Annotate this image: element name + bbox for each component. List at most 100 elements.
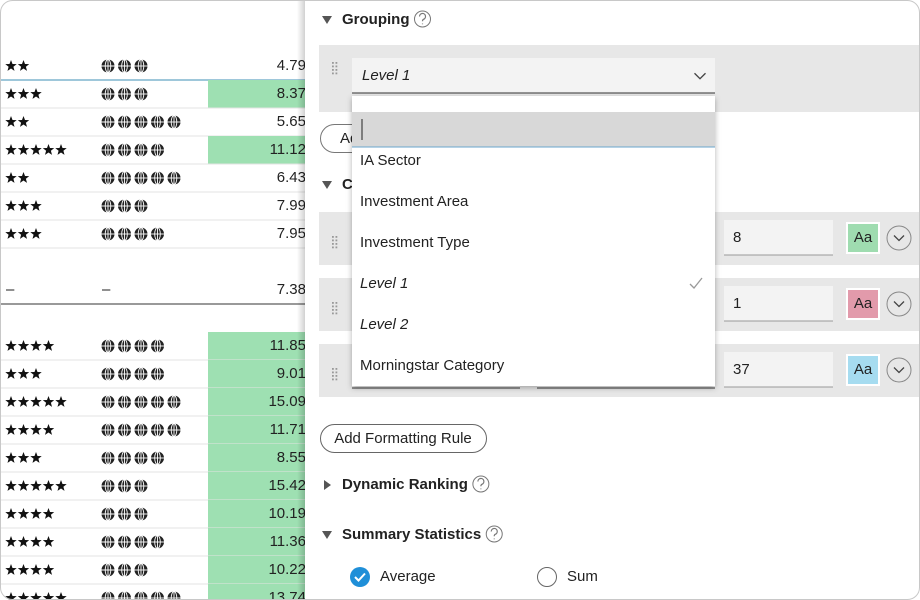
dropdown-option[interactable]: Morningstar Category — [360, 357, 505, 374]
section-heading[interactable]: Dynamic Ranking — [342, 476, 468, 493]
format-sample[interactable] — [846, 222, 880, 254]
star — [55, 592, 67, 600]
star — [5, 424, 17, 435]
globe-rating — [101, 171, 181, 185]
star-rating — [5, 480, 67, 491]
chevron — [694, 72, 706, 80]
handle-dot — [335, 309, 338, 311]
star — [17, 172, 30, 183]
globe-rating — [101, 591, 181, 600]
star-rating — [5, 144, 67, 155]
help-icon[interactable] — [472, 475, 490, 493]
star — [42, 592, 55, 600]
globe-rating — [101, 115, 181, 129]
handle-dot — [335, 371, 338, 374]
star — [30, 592, 42, 600]
star-rating — [5, 340, 55, 351]
star-rating — [5, 88, 42, 99]
highlight-cell — [208, 556, 308, 584]
star — [42, 480, 55, 491]
star — [30, 144, 42, 155]
star — [42, 340, 55, 351]
star — [17, 452, 30, 463]
handle-dot — [332, 378, 334, 381]
section-heading[interactable]: Summary Statistics — [342, 526, 481, 543]
handle-dot — [332, 368, 334, 370]
star — [17, 200, 30, 211]
rule-menu[interactable] — [886, 225, 912, 251]
disclosure-triangle — [322, 181, 332, 189]
handle-dot — [332, 72, 334, 75]
star — [55, 480, 67, 491]
disclosure-triangle — [322, 16, 332, 24]
dropdown-option[interactable]: Level 1 — [360, 275, 408, 292]
star — [5, 340, 17, 351]
chevron — [893, 235, 905, 242]
star — [30, 88, 42, 99]
rule-menu[interactable] — [886, 291, 912, 317]
dropdown-option[interactable]: IA Sector — [360, 152, 421, 169]
handle-dot — [335, 305, 338, 308]
star — [17, 480, 30, 491]
highlight-cell — [208, 444, 308, 472]
star — [5, 564, 17, 575]
star-rating — [5, 536, 55, 547]
star — [5, 480, 17, 491]
rule-input[interactable] — [724, 286, 833, 321]
help-icon[interactable] — [414, 10, 431, 28]
drag-handle[interactable] — [332, 236, 338, 249]
dropdown-search[interactable] — [352, 112, 715, 147]
star — [30, 200, 42, 211]
handle-dot — [335, 239, 338, 242]
star — [5, 536, 17, 547]
help-circle — [485, 525, 503, 543]
format-sample-text: Aa — [854, 295, 873, 312]
cell-value: 13.74 — [268, 589, 306, 600]
star — [30, 424, 42, 435]
cell-value: 11.36 — [270, 533, 306, 550]
star-rating — [5, 116, 30, 127]
handle-dot — [335, 69, 338, 71]
format-sample-text: Aa — [854, 361, 873, 378]
radio-checked[interactable] — [350, 567, 370, 587]
format-sample[interactable] — [846, 354, 880, 386]
star — [5, 116, 17, 127]
star — [17, 60, 30, 71]
section-heading[interactable]: Grouping — [342, 11, 410, 28]
star — [5, 60, 17, 71]
add-rule-button[interactable] — [320, 424, 487, 453]
format-sample[interactable] — [846, 288, 880, 320]
radio[interactable] — [537, 567, 557, 587]
star — [17, 368, 30, 379]
dropdown-option[interactable]: Level 2 — [360, 316, 409, 333]
check-mark — [689, 277, 703, 289]
handle-dot — [332, 302, 334, 304]
rule-menu[interactable] — [886, 357, 912, 383]
dropdown-option[interactable]: Investment Type — [360, 234, 470, 251]
star-rating — [5, 396, 67, 407]
select-value: Level 1 — [362, 67, 410, 84]
radio-check — [354, 572, 366, 582]
handle-dot — [335, 236, 338, 238]
highlight-cell — [208, 416, 308, 444]
drag-handle[interactable] — [332, 368, 338, 381]
globe-rating — [101, 227, 164, 241]
drag-handle[interactable] — [332, 302, 338, 315]
rule-input[interactable] — [724, 220, 833, 255]
star — [55, 144, 67, 155]
dropdown-option[interactable]: Investment Area — [360, 193, 469, 210]
star — [5, 368, 17, 379]
drag-handle[interactable] — [332, 62, 338, 75]
rule-input[interactable] — [724, 352, 833, 387]
star — [30, 508, 42, 519]
chevron — [893, 367, 905, 374]
level-select[interactable] — [352, 58, 715, 93]
help-glyph — [477, 477, 485, 490]
handle-dot — [332, 312, 334, 315]
handle-dot — [332, 243, 334, 245]
globe-rating — [101, 143, 164, 157]
handle-dot — [335, 243, 338, 245]
help-icon[interactable] — [485, 525, 503, 543]
handle-dot — [332, 65, 334, 68]
star — [30, 396, 42, 407]
